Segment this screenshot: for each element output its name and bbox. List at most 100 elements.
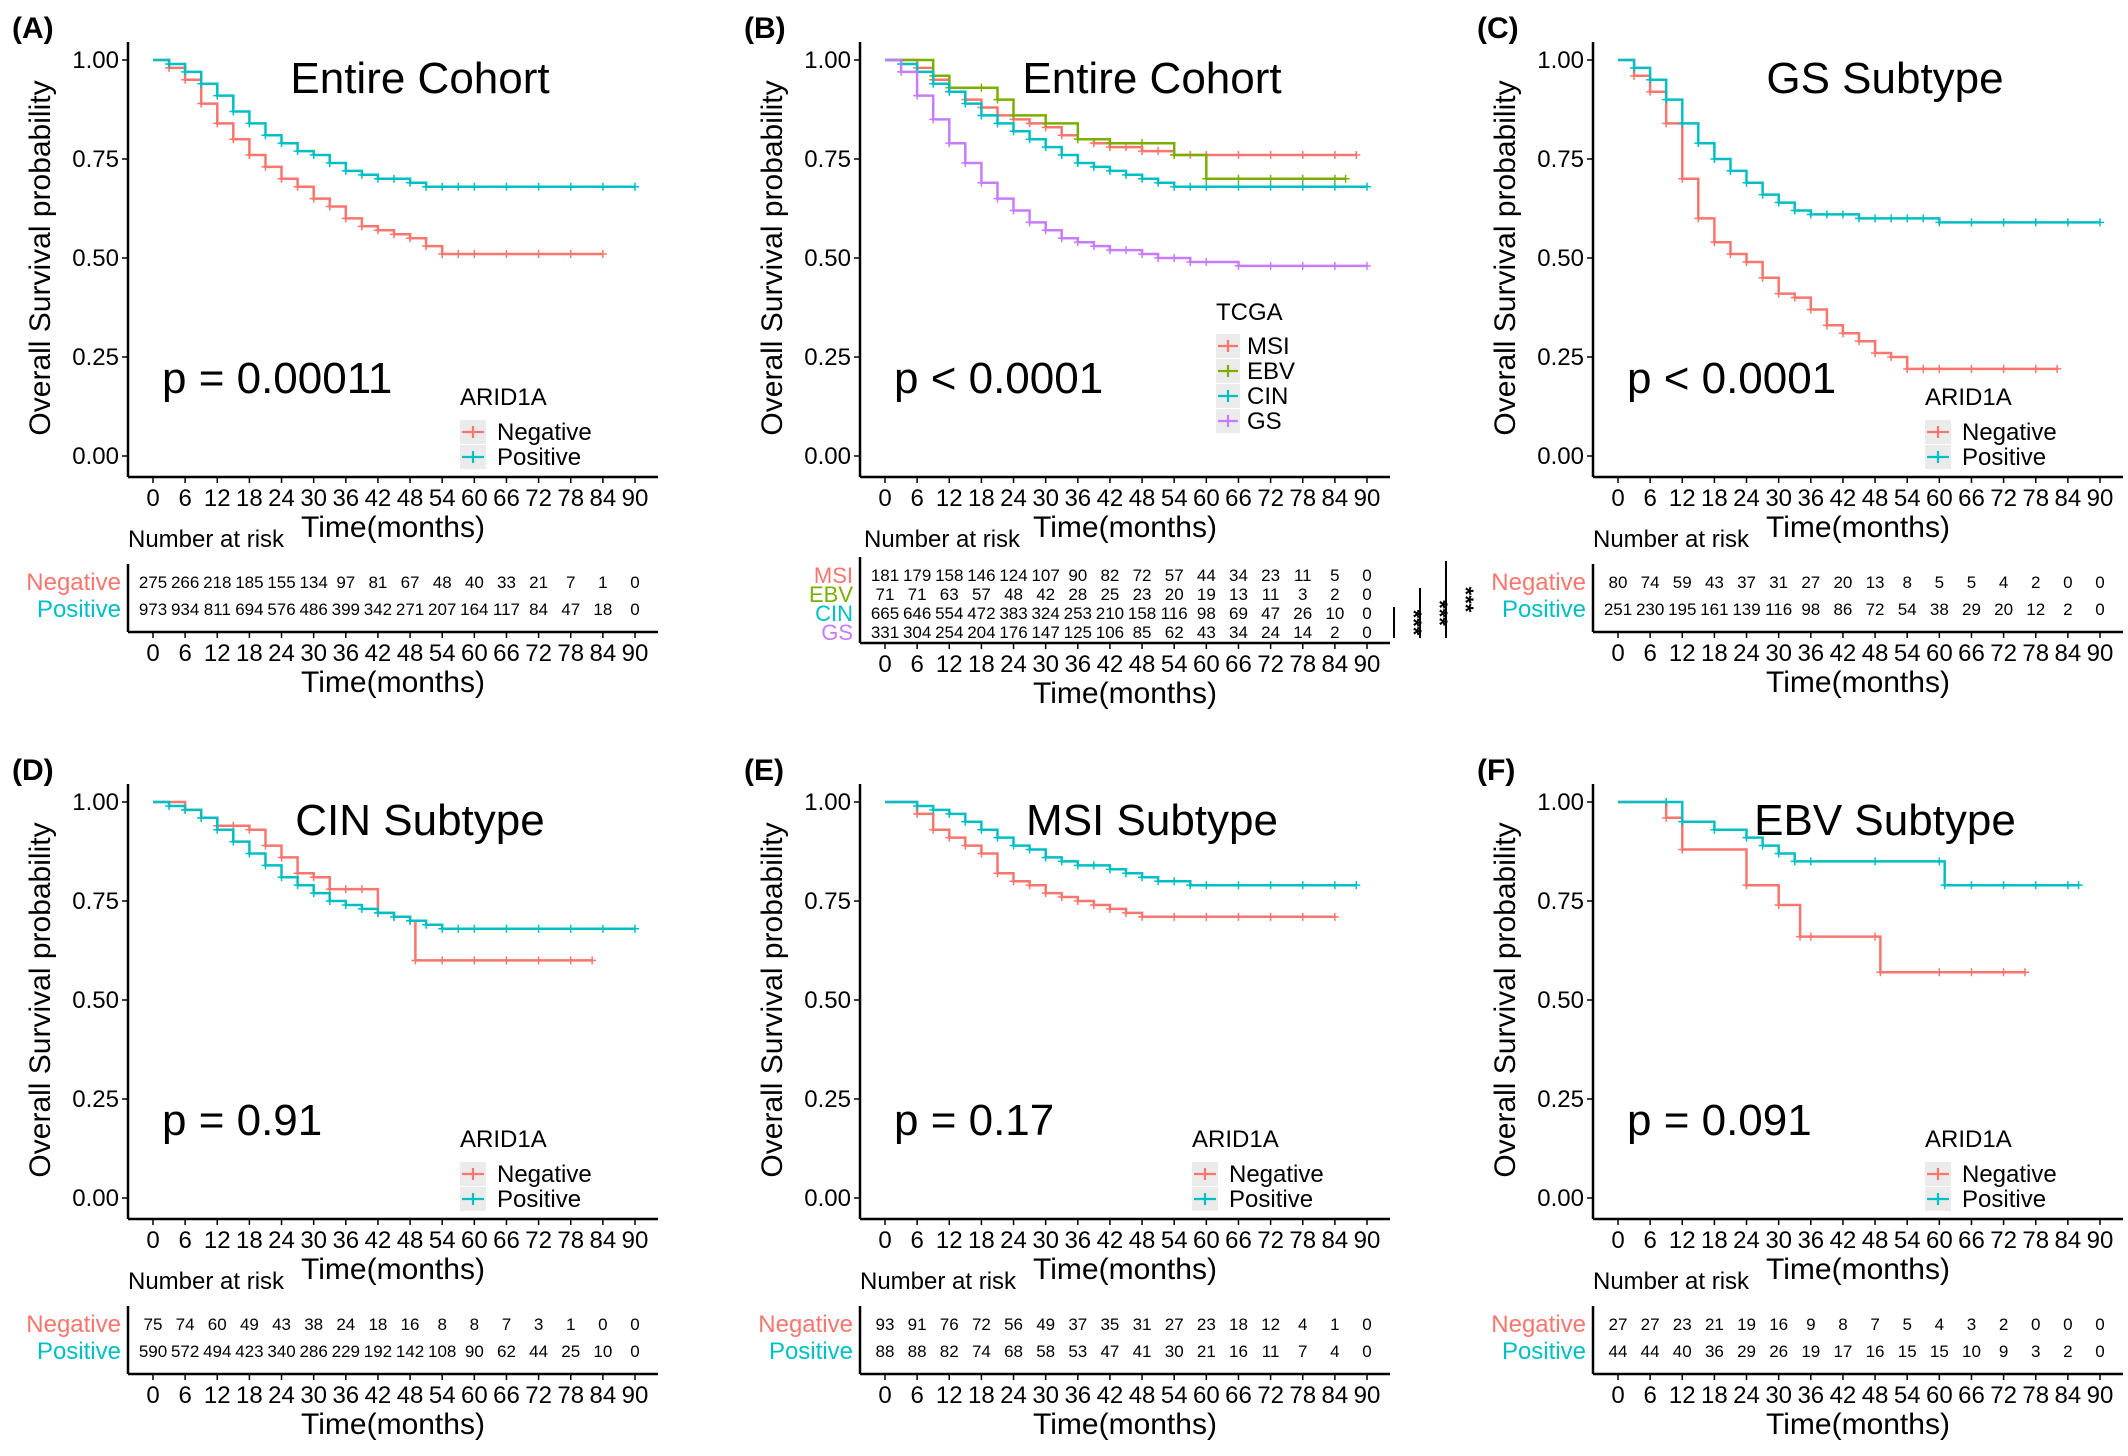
- censor-mark: [454, 182, 463, 191]
- y-tick-label: 0.00: [72, 1185, 119, 1212]
- censor-mark: [1838, 210, 1847, 219]
- km-panel: (F) Overall Survival probability 0.00 0.25 0…: [1477, 754, 2123, 1441]
- risk-count: 5: [1902, 1315, 1911, 1334]
- censor-mark: [411, 956, 420, 965]
- y-axis-label: Overall Survival probability: [1489, 822, 1522, 1177]
- risk-count: 2: [2063, 600, 2072, 619]
- risk-count: 21: [529, 573, 548, 592]
- censor-mark: [1266, 151, 1275, 160]
- legend-label: EBV: [1247, 358, 1295, 385]
- risk-count: 74: [972, 1342, 991, 1361]
- censor-mark: [1025, 881, 1034, 890]
- x-tick-label: 78: [1289, 1227, 1316, 1254]
- risk-count: 0: [1362, 585, 1371, 604]
- risk-x-tick-label: 24: [1733, 1382, 1760, 1409]
- risk-x-tick-label: 66: [493, 1382, 520, 1409]
- y-tick-label: 0.25: [1537, 344, 1584, 371]
- censor-mark: [1352, 881, 1361, 890]
- risk-x-tick-label: 6: [910, 1382, 923, 1409]
- censor-mark: [2053, 364, 2062, 373]
- censor-mark: [1025, 218, 1034, 227]
- risk-x-tick-label: 60: [1926, 640, 1953, 667]
- y-tick-label: 0.75: [1537, 146, 1584, 173]
- risk-x-axis-label: Time(months): [1033, 677, 1217, 710]
- censor-mark: [929, 805, 938, 814]
- x-tick-label: 24: [1000, 1227, 1027, 1254]
- risk-x-tick-label: 30: [1765, 1382, 1792, 1409]
- y-tick-label: 1.00: [72, 789, 119, 816]
- censor-mark: [1122, 170, 1130, 179]
- censor-mark: [213, 825, 222, 834]
- significance-label: ***: [1427, 600, 1452, 626]
- censor-mark: [1122, 246, 1130, 255]
- y-axis-label: Overall Survival probability: [1489, 80, 1522, 435]
- risk-row-label: Positive: [769, 1338, 853, 1365]
- censor-mark: [1266, 881, 1275, 890]
- risk-count: 23: [1261, 566, 1280, 585]
- censor-mark: [566, 956, 575, 965]
- censor-mark: [897, 67, 906, 76]
- risk-count: 25: [1100, 585, 1119, 604]
- chart-title: Entire Cohort: [1022, 54, 1281, 103]
- risk-count: 44: [529, 1342, 548, 1361]
- risk-x-tick-label: 72: [1257, 1382, 1284, 1409]
- risk-x-tick-label: 66: [1225, 651, 1252, 678]
- risk-count: 10: [593, 1342, 612, 1361]
- censor-mark: [1009, 877, 1018, 886]
- censor-mark: [165, 59, 174, 68]
- censor-mark: [1057, 131, 1066, 140]
- censor-mark: [993, 119, 1002, 128]
- x-tick-label: 54: [1161, 485, 1188, 512]
- risk-count: 179: [903, 566, 931, 585]
- censor-mark: [1330, 261, 1339, 270]
- x-axis-label: Time(months): [1033, 511, 1217, 544]
- x-tick-label: 60: [1926, 485, 1953, 512]
- risk-x-tick-label: 48: [397, 640, 424, 667]
- risk-count: 253: [1064, 604, 1092, 623]
- censor-mark: [1105, 139, 1114, 148]
- x-tick-label: 24: [268, 485, 295, 512]
- censor-mark: [1871, 349, 1880, 358]
- risk-count: 399: [332, 600, 360, 619]
- risk-row-label: Positive: [1502, 1338, 1586, 1365]
- risk-count: 47: [561, 600, 580, 619]
- censor-mark: [277, 174, 286, 183]
- x-tick-label: 84: [1322, 485, 1349, 512]
- risk-x-tick-label: 48: [1862, 640, 1889, 667]
- censor-mark: [1790, 857, 1799, 866]
- risk-x-tick-label: 42: [365, 1382, 392, 1409]
- risk-count: 9: [1806, 1315, 1815, 1334]
- x-tick-label: 72: [1990, 1227, 2017, 1254]
- censor-mark: [1234, 182, 1243, 191]
- censor-mark: [534, 956, 543, 965]
- risk-count: 0: [630, 600, 639, 619]
- y-tick-label: 0.25: [1537, 1086, 1584, 1113]
- p-value: p = 0.00011: [162, 354, 392, 403]
- risk-count: 21: [1197, 1342, 1216, 1361]
- censor-mark: [293, 881, 302, 890]
- risk-count: 161: [1700, 600, 1728, 619]
- risk-count: 33: [497, 573, 516, 592]
- censor-mark: [245, 151, 254, 160]
- censor-mark: [1089, 162, 1098, 171]
- km-panel: (A) Overall Survival probability 0.00 0.25 0…: [12, 12, 658, 699]
- risk-count: 90: [1068, 566, 1087, 585]
- risk-x-tick-label: 66: [493, 640, 520, 667]
- risk-count: 0: [2095, 1315, 2104, 1334]
- risk-count: 75: [144, 1315, 163, 1334]
- censor-mark: [631, 924, 639, 933]
- risk-table-title: Number at risk: [1593, 526, 1750, 553]
- censor-mark: [213, 91, 222, 100]
- legend-key: [1218, 365, 1238, 377]
- risk-count: 230: [1636, 600, 1664, 619]
- risk-count: 271: [396, 600, 424, 619]
- censor-mark: [502, 956, 511, 965]
- censor-mark: [1806, 857, 1815, 866]
- x-tick-label: 30: [1032, 1227, 1059, 1254]
- censor-mark: [1806, 932, 1815, 941]
- censor-mark: [1298, 151, 1307, 160]
- risk-count: 0: [2063, 1315, 2072, 1334]
- risk-count: 88: [908, 1342, 927, 1361]
- censor-mark: [1138, 147, 1147, 156]
- censor-mark: [1266, 912, 1275, 921]
